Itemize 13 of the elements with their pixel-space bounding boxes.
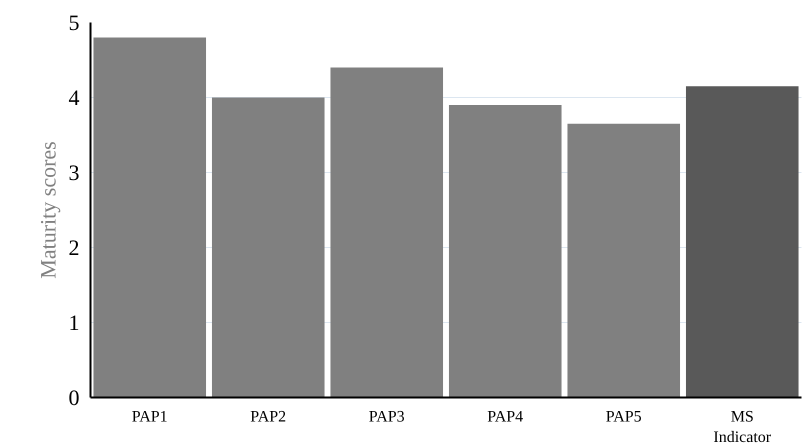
y-tick-label: 5 [68,10,80,35]
y-tick-label: 4 [68,85,80,110]
x-tick-label: PAP5 [606,408,642,426]
x-tick-label: PAP1 [132,408,168,426]
y-tick-label: 3 [68,160,80,185]
y-tick-label: 1 [68,310,80,335]
x-tick-label: PAP2 [250,408,286,426]
y-tick-label: 2 [68,235,80,260]
y-tick-label: 0 [68,385,80,410]
x-tick-label: PAP3 [368,408,405,426]
x-tick-label: PAP4 [487,408,524,426]
y-axis-title: Maturity scores [36,141,60,279]
x-tick-label: MS Indicator [713,408,772,446]
